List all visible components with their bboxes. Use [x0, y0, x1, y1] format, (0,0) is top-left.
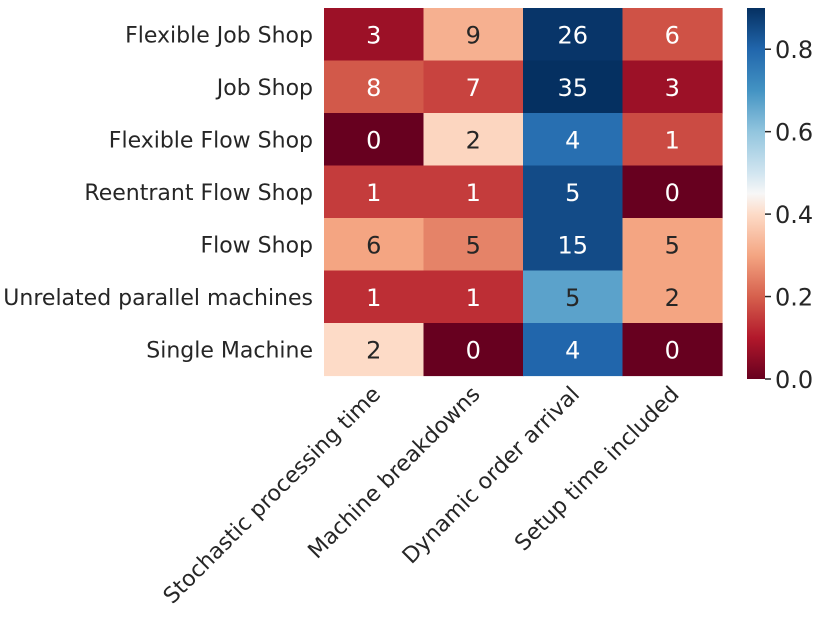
cell-value-label: 8	[366, 74, 381, 102]
heatmap-cell	[324, 218, 425, 272]
cell-value-label: 26	[557, 21, 588, 49]
cell-value-label: 5	[565, 284, 580, 312]
heatmap-cell	[523, 323, 624, 377]
cell-value-label: 0	[665, 179, 680, 207]
heatmap-cell	[523, 165, 624, 219]
heatmap-cell	[523, 8, 624, 62]
column-label: Stochastic processing time	[159, 382, 386, 609]
cell-value-label: 5	[665, 231, 680, 259]
cell-value-label: 5	[466, 231, 481, 259]
colorbar-tick-label: 0.0	[775, 366, 813, 394]
cell-value-label: 3	[665, 74, 680, 102]
cell-value-label: 6	[665, 21, 680, 49]
heatmap-cell	[523, 218, 624, 272]
row-label: Reentrant Flow Shop	[84, 181, 313, 206]
heatmap-cell	[622, 270, 723, 324]
colorbar: 0.0 0.2 0.4 0.6 0.8	[747, 8, 813, 394]
cell-value-label: 15	[557, 231, 588, 259]
cell-value-label: 0	[665, 336, 680, 364]
column-label: Setup time included	[510, 382, 684, 556]
heatmap-cell	[622, 323, 723, 377]
column-label: Machine breakdowns	[304, 382, 486, 564]
heatmap-cell	[324, 323, 425, 377]
cell-value-label: 1	[466, 179, 481, 207]
cell-value-label: 1	[366, 284, 381, 312]
cell-value-label: 1	[466, 284, 481, 312]
row-label: Flow Shop	[200, 233, 313, 258]
cell-value-label: 35	[557, 74, 588, 102]
heatmap-cell	[423, 8, 524, 62]
colorbar-tick-label: 0.4	[775, 201, 813, 229]
colorbar-tick-label: 0.6	[775, 119, 813, 147]
heatmap-cell	[622, 113, 723, 167]
cell-value-label: 9	[466, 21, 481, 49]
colorbar-tick-label: 0.8	[775, 36, 813, 64]
cell-value-label: 2	[665, 284, 680, 312]
heatmap-cell	[523, 60, 624, 114]
cell-value-label: 0	[466, 336, 481, 364]
cell-value-label: 6	[366, 231, 381, 259]
row-label: Job Shop	[215, 76, 313, 101]
colorbar-tick-label: 0.2	[775, 284, 813, 312]
cell-value-label: 0	[366, 126, 381, 154]
heatmap-cell	[324, 165, 425, 219]
heatmap-cell	[423, 165, 524, 219]
cell-value-label: 2	[466, 126, 481, 154]
row-label: Flexible Job Shop	[125, 23, 313, 48]
heatmap-cell	[324, 270, 425, 324]
heatmap-cell	[423, 113, 524, 167]
cell-value-label: 5	[565, 179, 580, 207]
cell-value-label: 7	[466, 74, 481, 102]
heatmap-cell	[324, 8, 425, 62]
heatmap-cell	[523, 113, 624, 167]
cell-value-label: 1	[366, 179, 381, 207]
row-label: Unrelated parallel machines	[3, 286, 313, 311]
heatmap-cell	[423, 323, 524, 377]
heatmap-cell	[523, 270, 624, 324]
row-label: Flexible Flow Shop	[109, 128, 313, 153]
row-label: Single Machine	[146, 338, 313, 363]
column-label: Dynamic order arrival	[398, 382, 585, 569]
cell-value-label: 1	[665, 126, 680, 154]
cell-value-label: 4	[565, 126, 580, 154]
heatmap-cell	[324, 113, 425, 167]
heatmap-cell	[423, 270, 524, 324]
heatmap-cell	[622, 60, 723, 114]
colorbar-gradient	[747, 8, 765, 379]
heatmap-cell	[622, 218, 723, 272]
cell-value-label: 3	[366, 21, 381, 49]
heatmap-cells: 3 9 26 68 7 35 30 2 4 11 1 5 06 5 15 51 1 5 22 0 4 0	[324, 8, 723, 377]
cell-value-label: 4	[565, 336, 580, 364]
heatmap-cell	[622, 165, 723, 219]
heatmap-cell	[622, 8, 723, 62]
heatmap-cell	[324, 60, 425, 114]
heatmap-cell	[423, 60, 524, 114]
cell-value-label: 2	[366, 336, 381, 364]
heatmap-cell	[423, 218, 524, 272]
row-labels: Flexible Job Shop Job Shop Flexible Flow S…	[3, 23, 313, 363]
